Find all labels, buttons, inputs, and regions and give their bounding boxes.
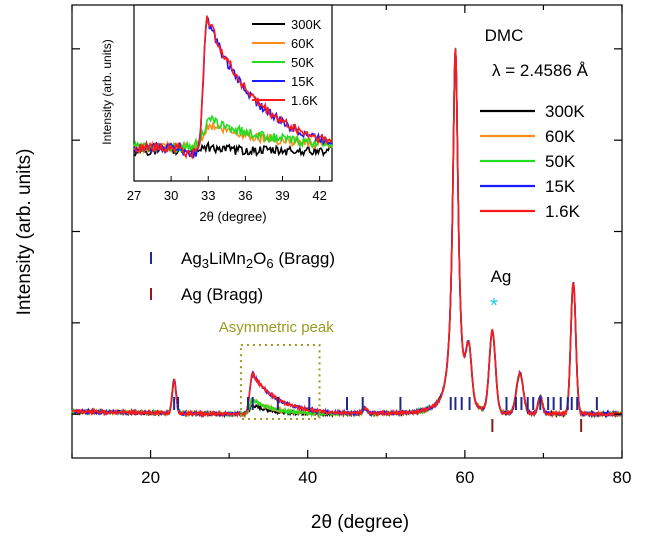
inset-x-tick-label: 30 bbox=[164, 188, 178, 203]
x-tick-label: 60 bbox=[455, 468, 474, 487]
inset-x-tick-label: 33 bbox=[201, 188, 215, 203]
inset-x-tick-label: 42 bbox=[312, 188, 326, 203]
inset-legend-label: 1.6K bbox=[291, 93, 318, 108]
main-series-line-1p6k bbox=[71, 48, 623, 419]
inset-legend: 300K 60K 50K 15K 1.6K bbox=[252, 17, 322, 108]
inset-legend-label: 60K bbox=[291, 36, 314, 51]
wavelength-label: λ = 2.4586 Å bbox=[492, 61, 589, 80]
main-x-axis-label: 2θ (degree) bbox=[311, 512, 409, 533]
main-legend: 300K 60K 50K 15K 1.6K bbox=[480, 102, 585, 221]
legend-label: 300K bbox=[545, 102, 585, 121]
x-tick-label: 80 bbox=[613, 468, 632, 487]
inset-axis-ticks: 27 30 33 36 39 42 bbox=[127, 176, 327, 203]
inset-x-tick-label: 27 bbox=[127, 188, 141, 203]
inset-y-axis-label: Intensity (arb. units) bbox=[100, 39, 114, 144]
inset-x-tick-label: 39 bbox=[275, 188, 289, 203]
inset-series-line-15k bbox=[133, 17, 333, 159]
asymmetric-peak-label: Asymmetric peak bbox=[219, 319, 335, 336]
bragg-legend-label-ag3limn2o6: Ag3LiMn2O6 (Bragg) bbox=[181, 249, 335, 271]
inset-legend-label: 15K bbox=[291, 74, 314, 89]
legend-label: 15K bbox=[545, 177, 576, 196]
inset-legend-label: 300K bbox=[291, 17, 322, 32]
legend-label: 60K bbox=[545, 127, 576, 146]
legend-label: 50K bbox=[545, 152, 576, 171]
bragg-ticks-ag3limn2o6 bbox=[173, 397, 598, 410]
asymmetric-peak-box bbox=[239, 344, 321, 420]
x-tick-label: 20 bbox=[141, 468, 160, 487]
instrument-label: DMC bbox=[485, 26, 524, 45]
legend-label: 1.6K bbox=[545, 202, 581, 221]
inset-curves bbox=[133, 15, 333, 160]
inset-x-tick-label: 36 bbox=[238, 188, 252, 203]
ag-peak-label: Ag bbox=[491, 267, 512, 286]
inset-x-axis-label: 2θ (degree) bbox=[199, 209, 266, 224]
bragg-legend: Ag3LiMn2O6 (Bragg) Ag (Bragg) bbox=[150, 249, 335, 304]
bragg-ticks-ag bbox=[491, 419, 583, 432]
bragg-legend-label-ag: Ag (Bragg) bbox=[181, 285, 263, 304]
x-tick-label: 40 bbox=[298, 468, 317, 487]
inset-plot: 27 30 33 36 39 42 300K 60K 50K 15K 1.6K 2θ (degre… bbox=[100, 4, 333, 224]
inset-series-line-1p6k bbox=[133, 15, 333, 160]
ag-peak-star: * bbox=[490, 295, 498, 317]
main-y-axis-label: Intensity (arb. units) bbox=[14, 149, 35, 316]
inset-legend-label: 50K bbox=[291, 55, 314, 70]
main-curves bbox=[71, 47, 623, 419]
